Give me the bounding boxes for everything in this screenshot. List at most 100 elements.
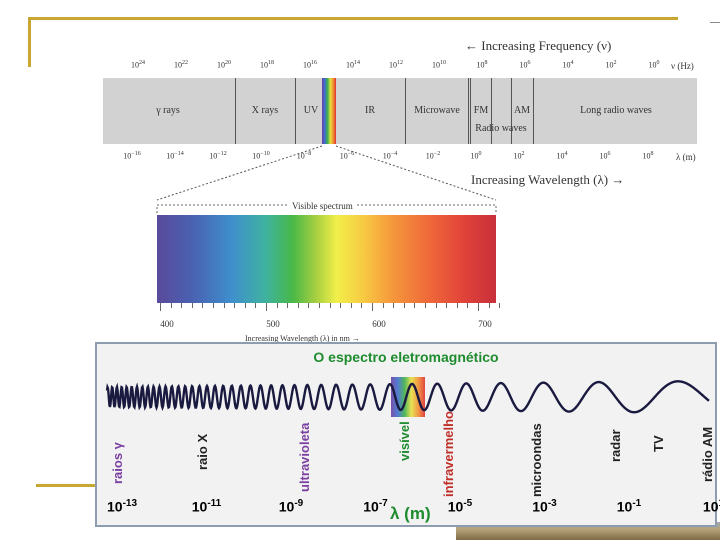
visible-minor-tick: [414, 303, 416, 308]
visible-minor-tick: [255, 303, 257, 308]
visible-minor-tick: [350, 303, 352, 308]
visible-tick-700: 700: [478, 319, 492, 329]
visible-minor-tick: [446, 303, 448, 308]
frequency-tick-base: 10: [131, 60, 139, 70]
em-wavelength-tick-6: 10-1: [617, 498, 641, 515]
band-label-fm: FM: [473, 105, 489, 116]
wavelength-tick-exponent: −8: [304, 151, 312, 157]
wavelength-heading: Increasing Wavelength (λ) →: [471, 172, 625, 187]
wavelength-tick-3: 10−10: [252, 151, 269, 161]
band-divider: [235, 78, 236, 144]
frequency-tick-exponent: 8: [484, 60, 488, 66]
wavelength-tick-exponent: 0: [478, 151, 482, 157]
wavelength-tick-exponent: −16: [131, 151, 141, 157]
wavelength-tick-4: 10−8: [297, 151, 311, 161]
em-wavelength-tick-exponent: -1: [632, 498, 642, 509]
visible-spectrum-title: Visible spectrum: [289, 201, 356, 211]
wavelength-tick-10: 104: [557, 151, 568, 161]
wavelength-tick-base: 10: [599, 151, 608, 161]
frequency-tick-exponent: 22: [182, 60, 188, 66]
wavelength-tick-9: 102: [514, 151, 525, 161]
visible-minor-tick: [499, 303, 501, 308]
frequency-tick-exponent: 16: [311, 60, 317, 66]
visible-minor-tick: [181, 303, 183, 308]
visible-minor-tick: [287, 303, 289, 308]
wavelength-tick-7: 10−2: [426, 151, 440, 161]
band-divider: [533, 78, 534, 144]
visible-tick-600: 600: [372, 319, 386, 329]
frequency-tick-base: 10: [303, 60, 311, 70]
frequency-tick-exponent: 4: [570, 60, 574, 66]
em-wavelength-tick-1: 10-11: [192, 498, 221, 515]
wave-graphic: [105, 377, 710, 417]
visible-wave-highlight: [391, 377, 425, 417]
em-wavelength-tick-3: 10-7: [363, 498, 387, 515]
visible-minor-tick: [244, 303, 246, 308]
frequency-tick-12: 100: [649, 60, 660, 70]
wavelength-tick-exponent: 8: [650, 151, 654, 157]
axis-label: λ (m): [390, 504, 431, 523]
visible-minor-tick: [382, 303, 384, 308]
em-wavelength-tick-exponent: -11: [207, 498, 222, 509]
wavelength-tick-exponent: −4: [390, 151, 398, 157]
visible-minor-tick: [308, 303, 310, 308]
frequency-tick-base: 10: [389, 60, 397, 70]
em-wavelength-tick-base: 10: [532, 498, 548, 515]
spectrum-bar: [103, 78, 697, 144]
em-wavelength-tick-7: 101: [703, 498, 720, 515]
wavelength-tick-exponent: −2: [433, 151, 441, 157]
visible-minor-tick: [403, 303, 405, 308]
wavelength-tick-exponent: −12: [217, 151, 227, 157]
visible-minor-tick: [202, 303, 204, 308]
band-label-gamma: γ rays: [156, 105, 180, 116]
visible-tick-400: 400: [160, 319, 174, 329]
visible-minor-tick: [488, 303, 490, 308]
wavelength-tick-base: 10: [252, 151, 261, 161]
wavelength-tick-exponent: 2: [521, 151, 525, 157]
em-wave: [105, 380, 710, 414]
band-divider: [470, 78, 471, 144]
em-wavelength-tick-exponent: -13: [122, 498, 138, 509]
slide-bottom-rule: [36, 484, 98, 487]
em-wavelength-tick-5: 10-3: [532, 498, 556, 515]
wavelength-tick-exponent: 4: [564, 151, 568, 157]
visible-minor-tick: [191, 303, 193, 308]
wavelength-unit: λ (m): [676, 152, 696, 162]
visible-minor-tick: [393, 303, 395, 308]
band-label-microwave: Microwave: [414, 105, 460, 116]
wavelength-tick-11: 106: [600, 151, 611, 161]
visible-minor-tick: [234, 303, 236, 308]
wavelength-tick-exponent: −6: [347, 151, 355, 157]
wavelength-tick-exponent: −10: [260, 151, 270, 157]
frequency-tick-base: 10: [562, 60, 571, 70]
label-ultravioleta: ultravioleta: [297, 422, 312, 492]
visible-minor-tick: [276, 303, 278, 308]
visible-minor-tick: [319, 303, 320, 308]
wavelength-tick-1: 10−14: [166, 151, 183, 161]
panel-title: O espectro eletromagnético: [313, 349, 499, 365]
frequency-tick-exponent: 20: [225, 60, 231, 66]
radio-waves-label: Radio waves: [475, 123, 527, 134]
band-divider: [491, 78, 492, 144]
label-raios-gama: raios γ: [110, 442, 125, 484]
slide-top-rule: [28, 17, 678, 20]
band-label-am: AM: [513, 105, 531, 116]
frequency-tick-base: 10: [260, 60, 268, 70]
slide-left-rule: [28, 17, 31, 67]
wavelength-tick-base: 10: [425, 151, 434, 161]
em-wavelength-tick-exponent: -9: [294, 498, 304, 509]
wavelength-tick-base: 10: [556, 151, 565, 161]
frequency-tick-base: 10: [174, 60, 182, 70]
frequency-tick-base: 10: [217, 60, 225, 70]
band-divider: [468, 78, 469, 144]
frequency-tick-1: 1022: [174, 60, 188, 70]
em-wavelength-tick-base: 10: [616, 498, 633, 515]
em-wavelength-tick-2: 10-9: [279, 498, 303, 515]
wavelength-tick-base: 10: [513, 151, 522, 161]
frequency-tick-2: 1020: [217, 60, 231, 70]
label-tv: TV: [651, 435, 666, 452]
label-radar: radar: [608, 429, 623, 462]
band-label-long-radio: Long radio waves: [580, 105, 652, 116]
frequency-heading: ← Increasing Frequency (ν): [465, 38, 612, 53]
em-wavelength-tick-exponent: 1: [719, 498, 720, 509]
